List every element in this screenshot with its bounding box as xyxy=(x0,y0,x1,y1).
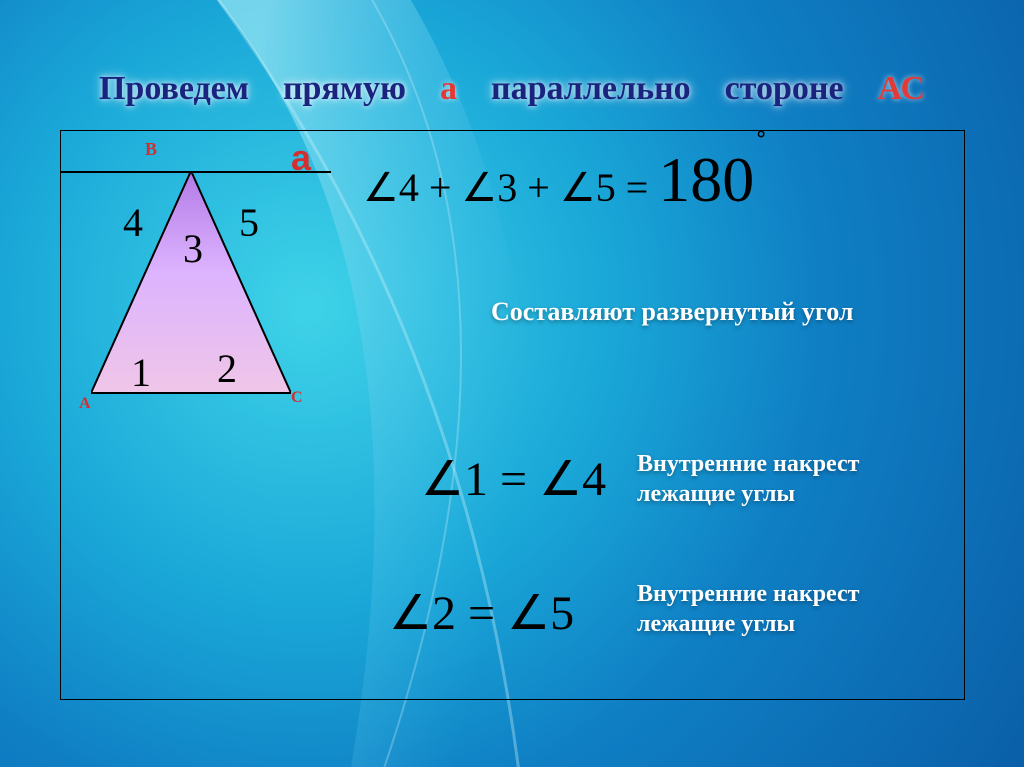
angle-label-1: 1 xyxy=(131,349,151,396)
slide: Проведем прямую a параллельно стороне АС… xyxy=(0,0,1024,767)
vertex-label-a: А xyxy=(79,395,91,413)
caption-alt-interior-1: Внутренние накрест лежащие углы xyxy=(637,449,859,509)
title-side-name: АС xyxy=(878,70,925,107)
equation-1-eq-4: ∠1 = ∠4 xyxy=(421,451,606,507)
title-line-name: a xyxy=(440,70,457,107)
equation-sum-180: ∠4 + ∠3 + ∠5 = 180∘ xyxy=(363,143,768,217)
eq1-rhs: 180 xyxy=(658,144,754,215)
angle-label-2: 2 xyxy=(217,345,237,392)
caption-straight-angle: Составляют развернутый угол xyxy=(491,297,853,327)
title-word-1: Проведем xyxy=(99,70,249,107)
angle-label-5: 5 xyxy=(239,199,259,246)
triangle-polygon xyxy=(91,171,291,393)
angle-label-4: 4 xyxy=(123,199,143,246)
eq1-degree: ∘ xyxy=(754,121,768,146)
equation-2-eq-5: ∠2 = ∠5 xyxy=(389,585,574,641)
title-word-2: прямую xyxy=(283,70,406,107)
triangle-shape xyxy=(91,171,291,395)
label-line-a: a xyxy=(291,137,311,179)
triangle-diagram: a В А С 4 5 3 1 2 xyxy=(61,131,361,431)
vertex-label-c: С xyxy=(291,389,303,407)
title-word-4: стороне xyxy=(725,70,844,107)
caption-alt-interior-2: Внутренние накрест лежащие углы xyxy=(637,579,859,639)
title-word-3: параллельно xyxy=(491,70,691,107)
eq1-lhs: ∠4 + ∠3 + ∠5 = xyxy=(363,165,648,210)
angle-label-3: 3 xyxy=(183,225,203,272)
slide-title: Проведем прямую a параллельно стороне АС xyxy=(0,70,1024,108)
content-box: a В А С 4 5 3 1 2 ∠4 + ∠3 + ∠5 xyxy=(60,130,965,700)
vertex-label-b: В xyxy=(145,139,157,160)
